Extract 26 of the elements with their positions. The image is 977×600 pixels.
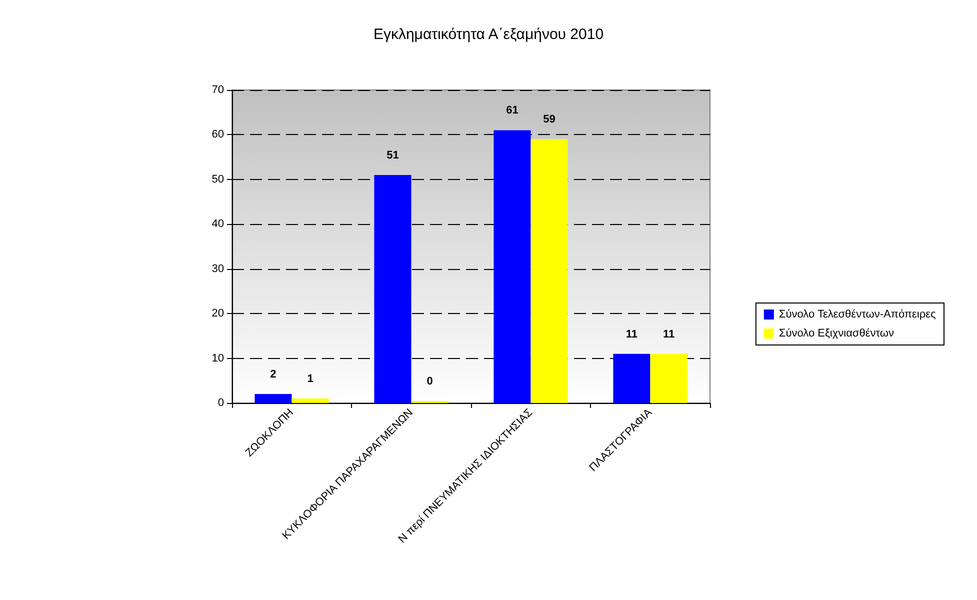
y-tick-label: 60 — [212, 128, 224, 141]
y-tick-label: 10 — [212, 352, 224, 364]
y-tick-label: 20 — [212, 308, 224, 320]
bar — [494, 130, 531, 403]
data-label: 59 — [543, 114, 556, 126]
bar — [613, 354, 650, 403]
y-tick-label: 0 — [218, 397, 224, 409]
data-label: 11 — [626, 328, 638, 340]
y-tick-label: 40 — [212, 218, 224, 230]
legend-label: Σύνολο Τελεσθέντων-Απόπειρες — [778, 308, 936, 320]
data-label: 51 — [386, 149, 399, 162]
y-tick-label: 70 — [212, 84, 224, 96]
bar — [254, 394, 292, 403]
bar — [650, 354, 688, 403]
y-tick-label: 50 — [212, 173, 224, 186]
data-label: 61 — [506, 104, 518, 117]
data-label: 1 — [307, 373, 314, 386]
data-label: 0 — [426, 376, 433, 388]
bar — [292, 398, 329, 403]
data-label: 2 — [270, 368, 276, 381]
legend-label: Σύνολο Εξιχνιασθέντων — [778, 328, 895, 340]
chart-title: Εγκληματικότητα Α΄εξαμήνου 2010 — [373, 26, 604, 43]
bar — [530, 139, 568, 403]
y-tick-label: 30 — [212, 262, 224, 275]
bar — [374, 174, 412, 403]
data-label: 11 — [662, 328, 675, 340]
